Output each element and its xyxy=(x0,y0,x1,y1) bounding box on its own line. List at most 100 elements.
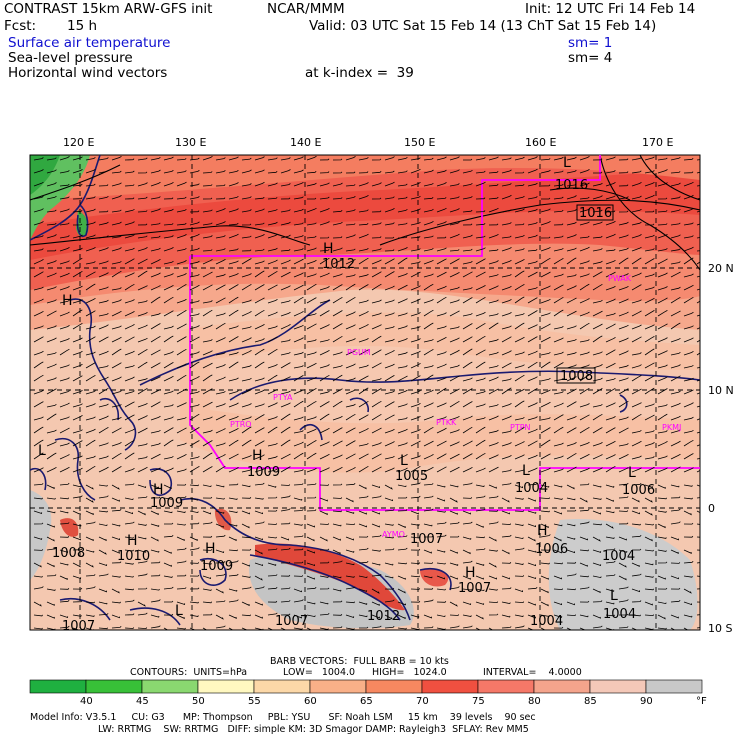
wind-barb xyxy=(150,169,161,174)
wind-barb xyxy=(46,169,57,174)
wind-barb xyxy=(462,348,473,356)
wind-barb xyxy=(514,614,524,617)
wind-barb xyxy=(176,222,187,226)
wind-barb xyxy=(501,415,512,421)
wind-barb xyxy=(605,220,616,226)
wind-barb xyxy=(202,575,211,580)
wind-barb xyxy=(46,403,57,408)
wind-barb xyxy=(189,484,200,487)
wind-barb xyxy=(33,361,44,369)
high-marker: H xyxy=(127,533,138,549)
wind-barb xyxy=(280,574,291,577)
wind-barb xyxy=(436,402,447,408)
wind-barb xyxy=(189,427,200,434)
wind-barb xyxy=(462,196,473,200)
wind-barb xyxy=(332,374,343,382)
wind-barb xyxy=(241,273,252,278)
wind-barb xyxy=(46,272,57,278)
wind-barb xyxy=(462,388,473,395)
wind-barb xyxy=(85,168,96,174)
wind-barb xyxy=(46,209,57,213)
wind-barb xyxy=(59,311,70,317)
wind-barb xyxy=(189,497,199,501)
pressure-label: 1009 xyxy=(200,559,233,574)
fcst-label: Fcst: xyxy=(4,18,37,34)
wind-barb xyxy=(449,249,460,252)
wind-barb xyxy=(85,234,96,239)
wind-barb xyxy=(670,196,681,200)
wind-barb xyxy=(631,573,642,577)
wind-barb xyxy=(384,196,395,200)
org-label: NCAR/MMM xyxy=(267,1,345,17)
wind-barb xyxy=(345,549,355,553)
scale-swatch xyxy=(421,679,479,694)
wind-barb xyxy=(449,258,460,265)
wind-barb xyxy=(98,272,109,278)
wind-barb xyxy=(176,627,186,630)
wind-barb xyxy=(605,536,615,539)
wind-barb xyxy=(150,235,161,239)
wind-barb xyxy=(488,403,499,408)
wind-barb xyxy=(215,258,226,265)
wind-barb xyxy=(280,169,291,174)
wind-barb xyxy=(46,601,55,606)
wind-barb xyxy=(345,482,356,486)
wind-barb xyxy=(670,562,681,564)
wind-barb xyxy=(384,414,395,421)
wind-barb xyxy=(631,272,642,278)
wind-barb xyxy=(696,392,700,395)
wind-barb xyxy=(592,182,603,187)
wind-barb xyxy=(202,339,213,343)
wind-barb xyxy=(449,286,460,291)
wind-barb xyxy=(657,297,668,304)
wind-barb xyxy=(202,562,212,565)
wind-barb xyxy=(332,588,342,592)
wind-barb xyxy=(384,375,395,382)
wind-barb xyxy=(281,561,291,564)
wind-barbs xyxy=(33,155,700,630)
wind-barb xyxy=(566,310,577,317)
wind-barb xyxy=(592,364,603,369)
wind-barb xyxy=(644,536,653,542)
wind-barb xyxy=(657,337,668,343)
wind-barb xyxy=(215,337,226,343)
wind-barb xyxy=(488,260,499,265)
wind-barb xyxy=(436,296,447,304)
wind-barb xyxy=(579,575,589,578)
wind-barb xyxy=(371,601,380,606)
wind-barb xyxy=(163,613,174,616)
wind-barb xyxy=(319,575,329,578)
wind-barb xyxy=(202,171,213,174)
wind-barb xyxy=(163,549,172,554)
wind-barb xyxy=(202,324,213,330)
wind-barb xyxy=(306,297,317,304)
wind-barb xyxy=(98,403,109,408)
wind-barb xyxy=(631,257,642,265)
wind-barb xyxy=(254,536,263,541)
wind-barb xyxy=(332,182,343,187)
wind-barb xyxy=(254,562,263,567)
wind-barb xyxy=(397,236,408,239)
wind-barb xyxy=(384,285,395,291)
wind-barb xyxy=(72,169,83,174)
wind-barb xyxy=(124,627,135,629)
wind-barb xyxy=(111,466,122,473)
wind-barb xyxy=(189,466,200,473)
wind-barb xyxy=(293,337,304,343)
wind-barb xyxy=(644,310,655,317)
wind-barb xyxy=(644,362,655,369)
wind-barb xyxy=(384,312,395,317)
wind-barb xyxy=(410,157,421,161)
wind-barb xyxy=(696,418,700,421)
wind-barb xyxy=(202,155,213,161)
wind-barb xyxy=(696,431,700,434)
wind-barb xyxy=(267,208,278,213)
wind-barb xyxy=(618,350,629,356)
wind-barb xyxy=(436,453,447,460)
wind-barb xyxy=(163,562,172,567)
wind-barb xyxy=(59,208,70,213)
wind-barb xyxy=(306,273,317,278)
wind-barb xyxy=(631,364,642,369)
wind-barb xyxy=(59,402,70,408)
wind-barb xyxy=(164,522,174,525)
